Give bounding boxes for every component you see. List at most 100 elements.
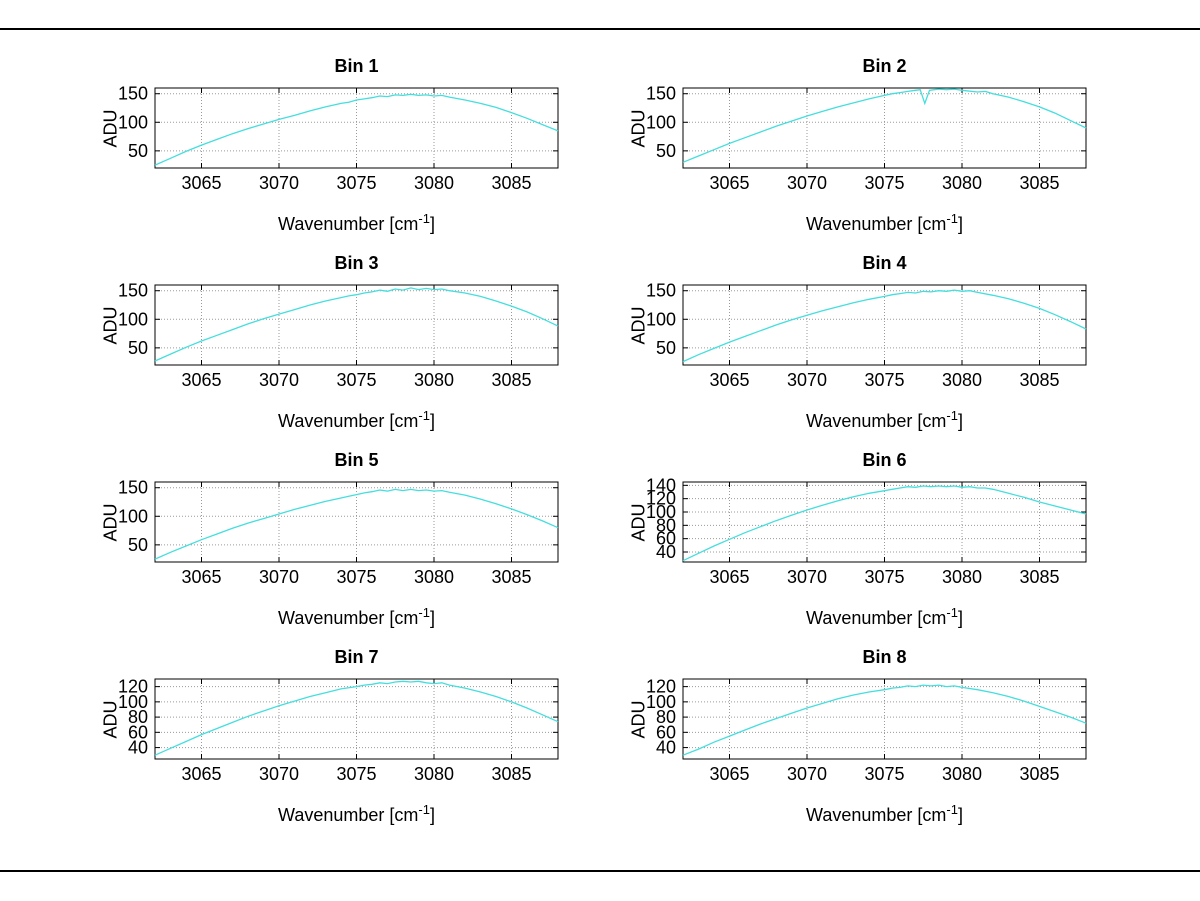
x-tick-label: 3065 [709,173,749,193]
x-axis-label-superscript: -1 [418,802,430,817]
x-tick-label: 3085 [491,764,531,784]
x-tick-label: 3085 [1019,173,1059,193]
spectrum-line [682,88,1087,163]
x-axis-label-close: ] [957,805,963,825]
x-tick-label: 3075 [864,370,904,390]
y-tick-label: 150 [646,281,676,301]
x-tick-label: 3070 [787,370,827,390]
x-axis-label-superscript: -1 [946,211,958,226]
y-tick-label: 100 [118,506,148,526]
x-tick-label: 3065 [181,567,221,587]
x-tick-label: 3070 [787,173,827,193]
x-tick-label: 3065 [181,764,221,784]
plot-title: Bin 2 [862,56,907,76]
subplot-bin-5: Bin 5 ADU 3065 3070 3075 3080 3085 50 100 150 W… [101,442,626,642]
x-axis-label: Wavenumber [cm-1] [683,211,1086,235]
y-tick-label: 140 [646,475,676,495]
x-axis-label-close: ] [957,214,963,234]
x-tick-label: 3085 [491,370,531,390]
x-axis-label-close: ] [957,411,963,431]
x-axis-label: Wavenumber [cm-1] [155,211,558,235]
x-tick-label: 3085 [1019,764,1059,784]
x-axis-label: Wavenumber [cm-1] [155,605,558,629]
x-axis-label: Wavenumber [cm-1] [683,408,1086,432]
y-tick-label: 50 [128,535,148,555]
x-tick-label: 3075 [336,173,376,193]
x-tick-label: 3080 [414,173,454,193]
x-tick-label: 3080 [942,764,982,784]
subplot-bin-7: Bin 7 ADU 3065 3070 3075 3080 3085 40 60 80 100 1… [101,639,626,839]
y-tick-label: 150 [118,84,148,104]
y-tick-label: 80 [656,707,676,727]
plot-area-bin-4: 3065 3070 3075 3080 3085 50 100 150 [646,281,1087,390]
x-axis-label-superscript: -1 [946,408,958,423]
x-tick-label: 3075 [336,370,376,390]
x-axis-label-superscript: -1 [418,408,430,423]
x-tick-label: 3085 [491,567,531,587]
x-tick-label: 3075 [864,567,904,587]
x-tick-label: 3065 [181,173,221,193]
subplot-bin-8: Bin 8 ADU 3065 3070 3075 3080 3085 40 60 80 100 1… [629,639,1154,839]
y-tick-label: 150 [646,84,676,104]
y-tick-label: 100 [118,692,148,712]
x-axis-label-close: ] [429,214,435,234]
x-axis-label-text: Wavenumber [cm [278,411,419,431]
x-axis-label-superscript: -1 [946,605,958,620]
x-tick-label: 3080 [414,567,454,587]
subplot-bin-3: Bin 3 ADU 3065 3070 3075 3080 3085 50 100 150 W… [101,245,626,445]
x-axis-label-close: ] [429,411,435,431]
y-tick-label: 100 [646,502,676,522]
plot-area-bin-2: 3065 3070 3075 3080 3085 50 100 150 [646,84,1087,193]
x-axis-label: Wavenumber [cm-1] [683,605,1086,629]
spectrum-line [154,680,559,756]
x-axis-label-text: Wavenumber [cm [806,608,947,628]
y-tick-label: 60 [656,722,676,742]
y-tick-label: 80 [656,515,676,535]
y-tick-label: 40 [656,738,676,758]
x-axis-label-close: ] [429,805,435,825]
y-tick-label: 50 [128,338,148,358]
x-tick-label: 3075 [336,567,376,587]
subplot-bin-4: Bin 4 ADU 3065 3070 3075 3080 3085 50 100 150 W… [629,245,1154,445]
x-axis-label-text: Wavenumber [cm [278,608,419,628]
subplot-bin-2: Bin 2 ADU 3065 3070 3075 3080 3085 50 100 150 W… [629,48,1154,248]
x-tick-label: 3065 [709,370,749,390]
y-tick-label: 100 [118,309,148,329]
x-axis-label-text: Wavenumber [cm [806,805,947,825]
spectrum-line [154,93,559,166]
x-tick-label: 3065 [709,764,749,784]
x-axis-label-close: ] [957,608,963,628]
spectrum-line [154,488,559,560]
y-tick-label: 50 [656,338,676,358]
x-tick-label: 3085 [1019,370,1059,390]
y-tick-label: 100 [646,692,676,712]
x-tick-label: 3070 [787,764,827,784]
y-tick-label: 100 [646,112,676,132]
figure-bottom-border [0,870,1200,872]
plot-title: Bin 4 [862,253,907,273]
plot-area-bin-5: 3065 3070 3075 3080 3085 50 100 150 [118,478,559,587]
x-axis-label-text: Wavenumber [cm [278,214,419,234]
x-axis-label-superscript: -1 [946,802,958,817]
plot-title: Bin 3 [334,253,379,273]
y-tick-label: 150 [118,478,148,498]
x-tick-label: 3085 [491,173,531,193]
x-axis-label: Wavenumber [cm-1] [155,802,558,826]
x-tick-label: 3075 [864,764,904,784]
x-tick-label: 3080 [942,370,982,390]
x-axis-label-close: ] [429,608,435,628]
y-tick-label: 80 [128,707,148,727]
x-axis-label-text: Wavenumber [cm [278,805,419,825]
y-tick-label: 150 [118,281,148,301]
x-tick-label: 3070 [259,173,299,193]
x-tick-label: 3080 [414,370,454,390]
y-tick-label: 100 [118,112,148,132]
x-tick-label: 3075 [336,764,376,784]
plot-title: Bin 5 [334,450,379,470]
figure-top-border [0,28,1200,30]
plot-title: Bin 6 [862,450,907,470]
spectrum-line [682,684,1087,756]
